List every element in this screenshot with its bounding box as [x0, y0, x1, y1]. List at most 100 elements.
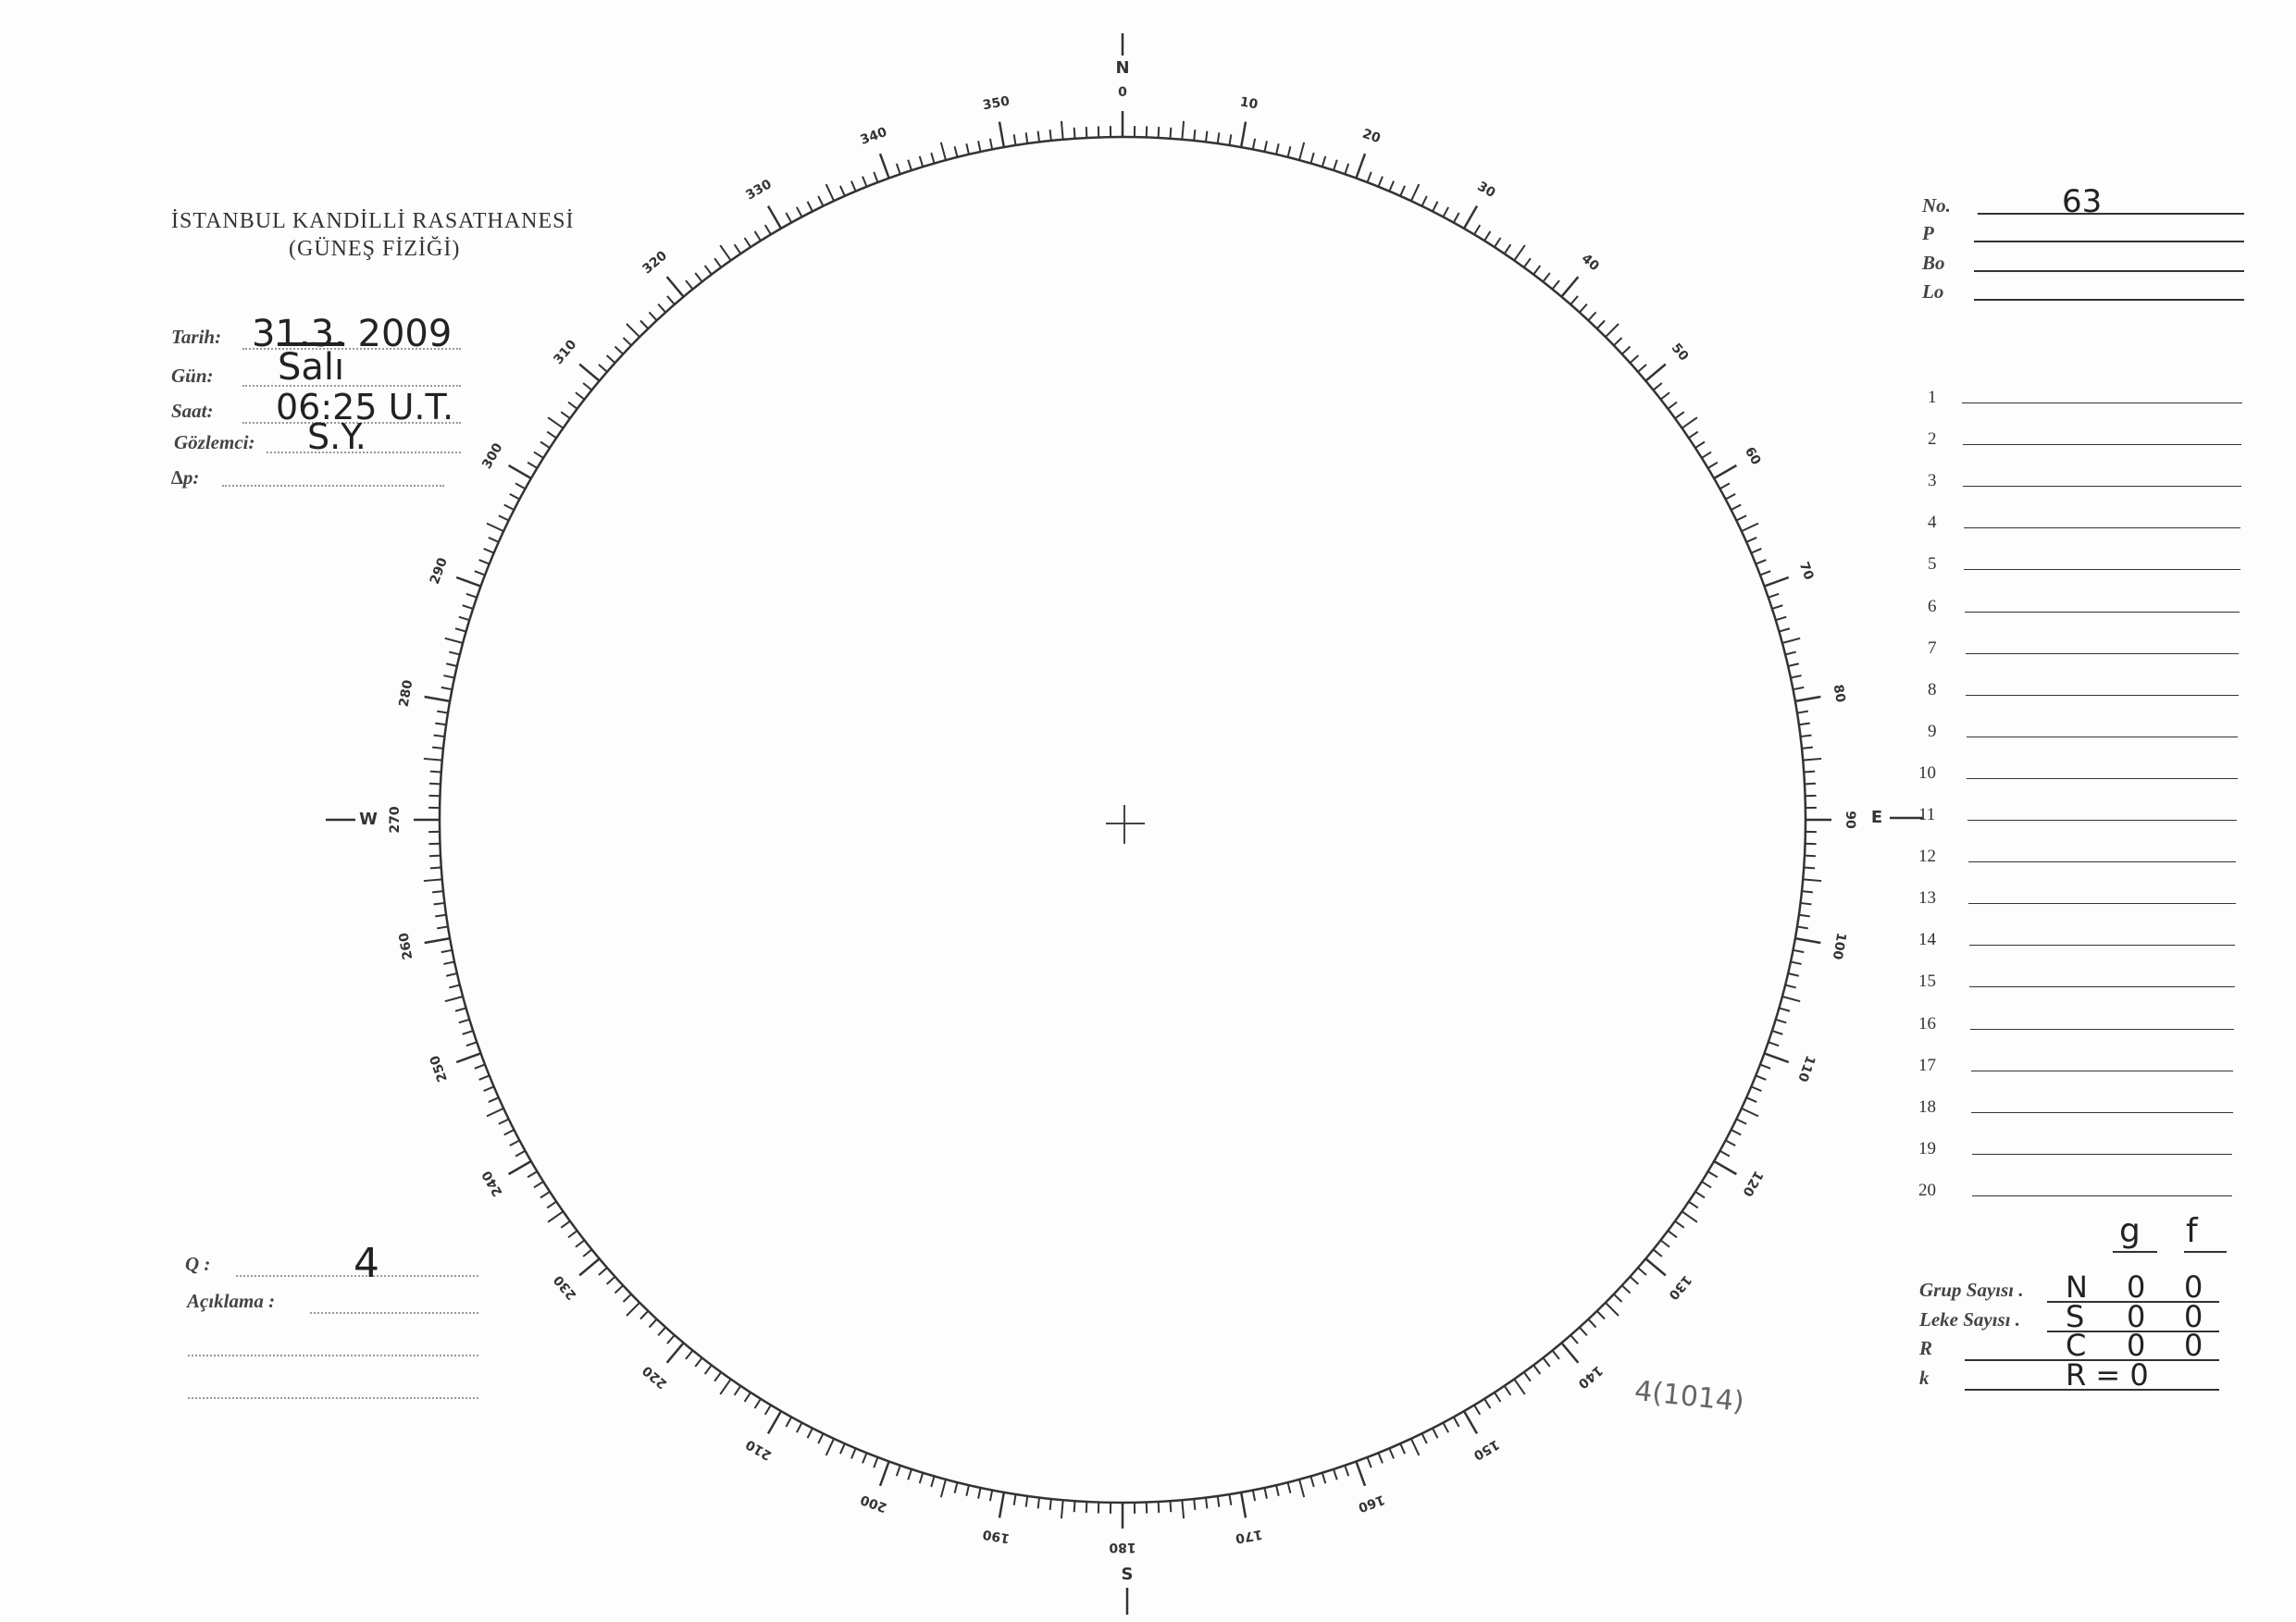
count-row-line[interactable]: [2047, 1330, 2219, 1332]
lo-line[interactable]: [1974, 299, 2244, 301]
degree-tick: [953, 1481, 959, 1493]
group-row-line[interactable]: [1964, 569, 2240, 571]
degree-tick: [433, 734, 445, 738]
bo-line[interactable]: [1974, 270, 2244, 272]
count-g-value[interactable]: 0: [2127, 1298, 2146, 1334]
degree-tick: [1421, 1432, 1428, 1444]
p-line[interactable]: [1974, 241, 2244, 242]
degree-tick: [1794, 936, 1821, 945]
degree-tick: [878, 1461, 890, 1487]
degree-tick: [598, 1267, 608, 1276]
day-value[interactable]: Salı: [278, 346, 345, 389]
no-value[interactable]: 63: [2062, 183, 2103, 220]
delta-p-field-line[interactable]: [222, 485, 444, 487]
group-row-line[interactable]: [1966, 694, 2239, 696]
degree-tick: [1613, 337, 1623, 347]
degree-tick: [785, 1416, 793, 1428]
degree-tick: [428, 782, 441, 786]
count-hemisphere-value[interactable]: S: [2066, 1298, 2085, 1334]
group-row-number: 14: [1918, 930, 1936, 950]
degree-tick: [1333, 159, 1338, 171]
degree-ticks: [414, 111, 1831, 1529]
degree-tick: [1694, 1191, 1706, 1199]
count-hemisphere-value[interactable]: R = 0: [2066, 1356, 2149, 1393]
quality-value[interactable]: 4: [354, 1240, 379, 1287]
degree-tick: [1012, 1493, 1017, 1505]
notes-line-3[interactable]: [188, 1397, 478, 1399]
date-value[interactable]: 31.3. 2009: [252, 313, 453, 355]
no-label: No.: [1922, 194, 1951, 217]
degree-tick: [930, 152, 936, 164]
degree-tick: [1275, 142, 1280, 155]
notes-line-1[interactable]: [310, 1312, 478, 1314]
degree-label: 330: [743, 177, 775, 204]
group-row-line[interactable]: [1968, 903, 2236, 905]
degree-tick: [437, 925, 449, 930]
count-f-value[interactable]: 0: [2184, 1298, 2203, 1334]
group-row-line[interactable]: [1963, 527, 2241, 529]
degree-tick: [1494, 237, 1502, 248]
degree-label: 310: [551, 337, 579, 367]
degree-label: 130: [1665, 1272, 1694, 1303]
degree-tick: [703, 265, 713, 276]
bo-label: Bo: [1922, 252, 1945, 274]
degree-tick: [1745, 537, 1757, 543]
observer-value[interactable]: S.Y.: [307, 416, 366, 457]
degree-tick: [578, 1257, 601, 1277]
degree-tick: [1803, 757, 1822, 761]
count-row-line[interactable]: [1965, 1359, 2219, 1361]
degree-tick: [878, 153, 890, 179]
notes-line-2[interactable]: [188, 1355, 478, 1356]
count-row-line[interactable]: [2047, 1301, 2219, 1303]
degree-tick: [507, 464, 532, 480]
degree-tick: [1193, 1498, 1197, 1510]
degree-tick: [605, 354, 616, 364]
south-label: S: [1122, 1565, 1134, 1584]
group-row-line[interactable]: [1970, 1028, 2234, 1030]
count-hemisphere-value[interactable]: C: [2066, 1328, 2087, 1363]
degree-tick: [1483, 230, 1492, 241]
degree-label: 290: [428, 555, 451, 586]
degree-label: 90: [1843, 811, 1857, 829]
day-label: Gün:: [171, 365, 214, 387]
group-row-line[interactable]: [1971, 1153, 2233, 1155]
group-row-line[interactable]: [1967, 861, 2237, 863]
count-f-value[interactable]: 0: [2184, 1328, 2203, 1363]
group-row-line[interactable]: [1971, 1111, 2233, 1113]
count-f-value[interactable]: 0: [2184, 1269, 2203, 1305]
group-row-line[interactable]: [1969, 986, 2235, 988]
degree-tick: [1781, 996, 1801, 1003]
group-row-line[interactable]: [1962, 444, 2242, 446]
degree-tick: [435, 913, 447, 918]
degree-label: 200: [858, 1492, 888, 1515]
count-g-value[interactable]: 0: [2127, 1269, 2146, 1305]
group-row-line[interactable]: [1963, 486, 2241, 488]
count-g-value[interactable]: 0: [2127, 1328, 2146, 1363]
group-row-line[interactable]: [1968, 945, 2236, 947]
degree-tick: [546, 1200, 557, 1209]
degree-tick: [1452, 1416, 1460, 1428]
degree-tick: [1781, 637, 1801, 644]
group-row-line[interactable]: [1967, 820, 2237, 821]
group-row-line[interactable]: [1965, 611, 2240, 613]
group-row-number: 16: [1918, 1013, 1936, 1034]
degree-tick: [1741, 522, 1759, 533]
degree-tick: [1483, 1398, 1492, 1409]
group-row-line[interactable]: [1962, 402, 2242, 403]
time-value[interactable]: 06:25 U.T.: [276, 387, 454, 427]
degree-tick: [1522, 257, 1532, 268]
group-row-line[interactable]: [1965, 652, 2240, 654]
degree-tick: [458, 615, 470, 622]
degree-tick: [1085, 1501, 1088, 1514]
group-row-line[interactable]: [1967, 777, 2238, 779]
degree-tick: [1366, 1456, 1372, 1468]
count-hemisphere-value[interactable]: N: [2066, 1269, 2088, 1305]
degree-tick: [694, 1356, 703, 1368]
degree-tick: [666, 1334, 676, 1344]
group-row-number: 10: [1918, 762, 1936, 783]
count-row-line[interactable]: [1965, 1388, 2219, 1391]
group-row-line[interactable]: [1972, 1195, 2232, 1196]
degree-tick: [428, 854, 441, 858]
degree-tick: [1503, 1385, 1512, 1396]
